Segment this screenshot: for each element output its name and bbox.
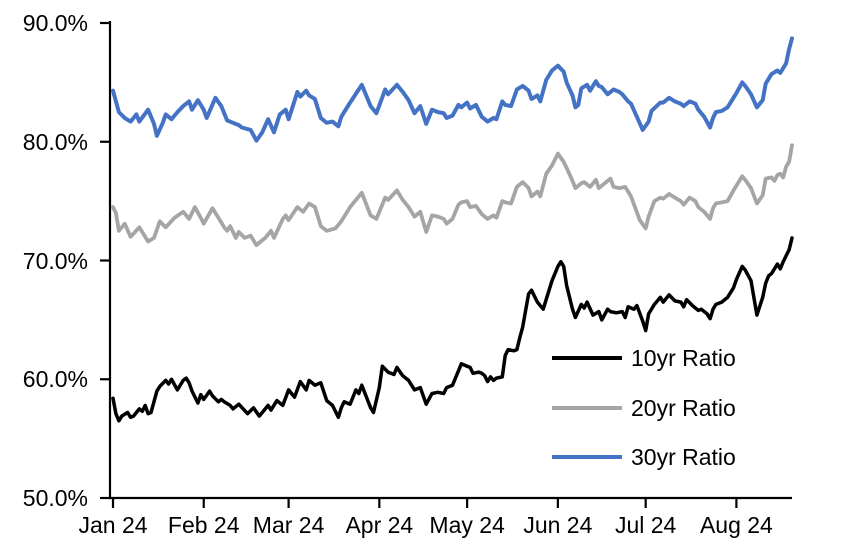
y-axis-tick-label: 70.0% — [22, 247, 88, 274]
x-axis-tick-label: Aug 24 — [699, 512, 773, 538]
x-axis-tick-label: Apr 24 — [345, 512, 414, 538]
legend-label: 20yr Ratio — [631, 394, 736, 421]
y-axis-tick-label: 90.0% — [22, 10, 88, 36]
legend-item-10yr: 10yr Ratio — [552, 344, 736, 372]
x-axis-tick-label: Jan 24 — [78, 512, 148, 538]
series-line-20yr — [111, 143, 794, 248]
y-axis-tick-label: 50.0% — [22, 485, 88, 511]
legend-swatch-10yr — [552, 356, 622, 360]
y-axis-tick-label: 60.0% — [22, 366, 88, 393]
legend-item-20yr: 20yr Ratio — [552, 394, 736, 422]
x-axis-tick-label: Feb 24 — [167, 512, 240, 538]
x-axis-tick-label: May 24 — [429, 512, 505, 538]
series-line-30yr — [111, 36, 794, 143]
series-line-10yr — [111, 236, 794, 423]
y-axis-tick-label: 80.0% — [22, 128, 88, 155]
legend-label: 10yr Ratio — [631, 344, 736, 371]
legend-swatch-30yr — [552, 455, 622, 459]
x-axis-tick-label: Jul 24 — [614, 512, 677, 538]
legend-swatch-20yr — [552, 406, 622, 410]
legend-label: 30yr Ratio — [631, 443, 736, 470]
x-axis-tick-label: Mar 24 — [252, 512, 325, 538]
x-axis-tick-label: Jun 24 — [523, 512, 593, 538]
legend-item-30yr: 30yr Ratio — [552, 443, 736, 471]
